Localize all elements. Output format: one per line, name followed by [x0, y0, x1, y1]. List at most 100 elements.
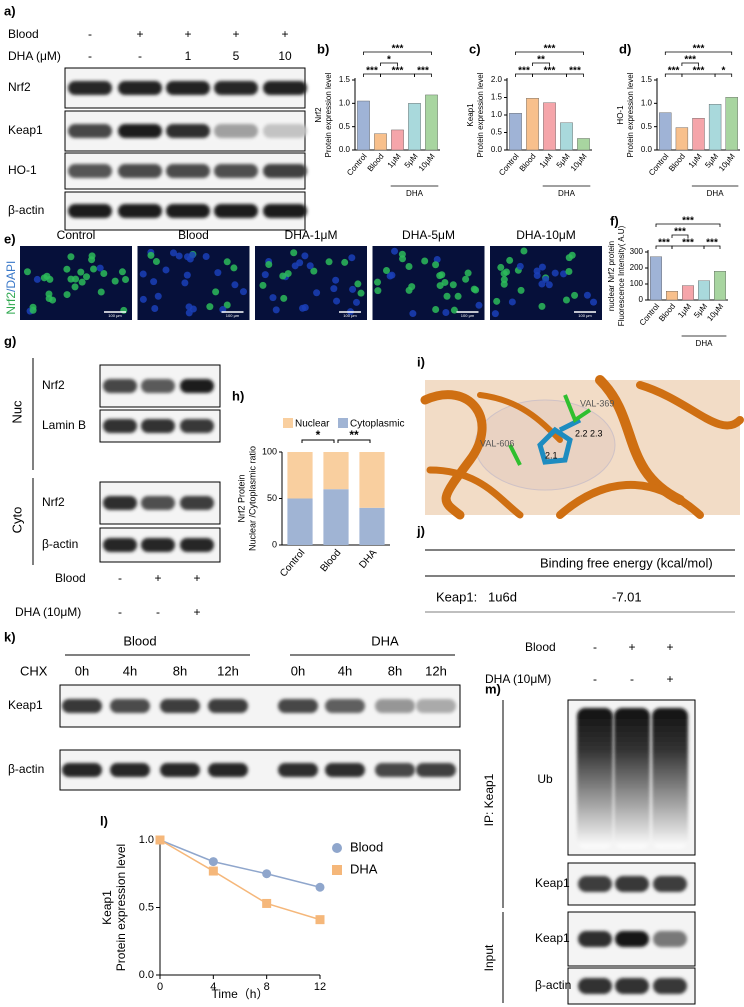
cell	[111, 277, 119, 285]
cell	[181, 279, 189, 287]
y-tick-label: 1.0	[491, 110, 503, 119]
y-axis-label: Protein expression level	[324, 72, 333, 157]
time-label: 4h	[123, 663, 137, 678]
cell	[399, 255, 407, 263]
y-tick-label: 0.5	[339, 122, 351, 131]
x-tick-label: Blood	[318, 548, 343, 575]
significance-bracket	[655, 223, 721, 227]
cell	[269, 294, 277, 302]
panel-label: c)	[469, 41, 481, 56]
blot-band	[180, 496, 214, 510]
y-tick-label: 1.0	[339, 98, 351, 107]
condition-value: +	[628, 640, 635, 654]
significance-label: *	[721, 66, 725, 77]
group-label: DHA	[371, 633, 399, 648]
micrograph	[372, 246, 485, 320]
x-tick-label: 10μM	[569, 152, 589, 173]
significance-label: ***	[684, 55, 696, 66]
y-tick-label: 0.5	[491, 128, 503, 137]
blot-band	[208, 699, 248, 713]
panel-label: k)	[4, 629, 16, 644]
group-label: DHA	[558, 189, 576, 198]
cell	[118, 268, 126, 276]
condition-value: -	[156, 605, 160, 619]
significance-bracket	[301, 439, 335, 443]
blot-band	[578, 876, 612, 892]
significance-label: ***	[417, 66, 429, 77]
blot-band	[214, 204, 258, 218]
ribbon	[426, 466, 524, 519]
cell	[590, 298, 598, 306]
condition-value: -	[88, 27, 92, 41]
fraction-label: Cyto	[9, 507, 24, 534]
significance-bracket	[681, 62, 699, 66]
significance-bracket	[414, 73, 432, 77]
panel-label: g)	[4, 333, 16, 348]
x-tick-label: 1μM	[687, 152, 704, 170]
condition-name: DHA (μM)	[8, 49, 61, 63]
bar	[374, 133, 387, 151]
cell	[152, 258, 160, 266]
bar	[675, 127, 689, 151]
blot-band	[62, 699, 102, 713]
significance-label: ***	[392, 66, 404, 77]
x-tick-label: 4	[210, 981, 216, 993]
x-tick-label: Control	[345, 152, 369, 178]
cell	[265, 260, 273, 268]
residue-label: VAL-369	[580, 398, 614, 408]
cell	[63, 291, 71, 299]
blot-band	[615, 876, 649, 892]
blot-band	[325, 763, 365, 777]
cell	[139, 295, 147, 303]
significance-label: ***	[682, 238, 694, 249]
panel-label: b)	[317, 41, 329, 56]
cell	[261, 271, 269, 279]
cell	[354, 280, 362, 288]
x-tick-label: 1μM	[538, 152, 555, 170]
legend-label: Nuclear	[295, 419, 330, 430]
bar	[357, 100, 370, 151]
cell	[170, 249, 178, 257]
significance-bracket	[671, 234, 689, 238]
y-axis-label: Protein expression level	[626, 72, 635, 157]
image-title: DHA-10μM	[516, 228, 576, 242]
y-tick-label: 0.0	[641, 145, 653, 154]
fraction-label: Nuc	[9, 400, 24, 424]
cell	[516, 262, 524, 270]
cell	[214, 269, 222, 277]
y-tick-label: 1.5	[491, 93, 503, 102]
panel-label: j)	[416, 523, 425, 538]
cell	[470, 285, 478, 293]
table-cell: -7.01	[612, 589, 642, 604]
cell	[83, 273, 91, 281]
significance-label: ***	[392, 44, 404, 55]
image-title: Blood	[178, 228, 209, 242]
legend-swatch	[283, 418, 293, 428]
bar	[526, 97, 539, 151]
cell	[500, 280, 508, 288]
cell	[313, 289, 321, 297]
stain-label: /DAPI	[4, 261, 18, 292]
cell	[150, 278, 158, 286]
series-line	[159, 839, 321, 921]
blot-band	[208, 763, 248, 777]
y-axis-label: Keap1	[100, 890, 114, 925]
time-label: 0h	[75, 663, 89, 678]
band-label: Keap1	[8, 123, 43, 137]
y-tick-label: 0.0	[339, 145, 351, 154]
significance-label: *	[316, 428, 321, 442]
blot-band	[214, 124, 258, 138]
bar	[659, 112, 672, 151]
time-label: 4h	[338, 663, 352, 678]
y-tick-label: 200	[630, 263, 644, 272]
cell	[206, 303, 214, 311]
y-tick-label: 1.5	[339, 75, 351, 84]
y-tick-label: 0.5	[139, 901, 154, 913]
ligand	[537, 417, 582, 465]
cell	[560, 270, 568, 278]
bar	[714, 271, 726, 301]
condition-value: +	[666, 672, 673, 686]
significance-label: ***	[544, 44, 556, 55]
bar	[725, 97, 738, 151]
